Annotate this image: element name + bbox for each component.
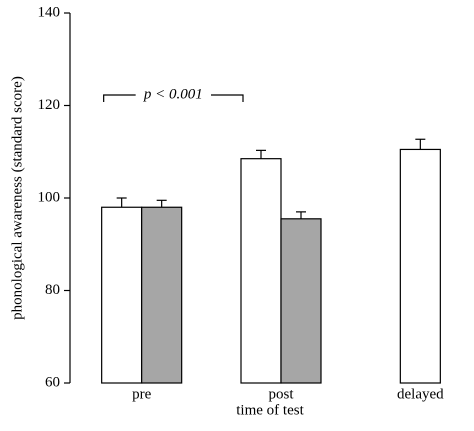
bar xyxy=(141,206,183,384)
bar xyxy=(399,148,441,384)
x-tick-label: post xyxy=(268,386,294,402)
x-tick-label: pre xyxy=(132,386,151,402)
x-tick-label: delayed xyxy=(397,386,444,402)
bar xyxy=(240,158,282,384)
x-axis-label: time of test xyxy=(236,402,304,418)
y-tick-label: 80 xyxy=(45,282,60,298)
bar xyxy=(280,218,322,384)
y-tick-label: 60 xyxy=(45,374,60,390)
y-axis-label: phonological awareness (standard score) xyxy=(9,76,25,320)
annotation: p < 0.001 xyxy=(143,86,203,102)
bar xyxy=(101,206,143,384)
significance-bracket xyxy=(103,94,244,102)
y-tick-label: 100 xyxy=(38,189,61,205)
y-tick-label: 120 xyxy=(38,97,61,113)
y-tick-label: 140 xyxy=(38,4,61,20)
